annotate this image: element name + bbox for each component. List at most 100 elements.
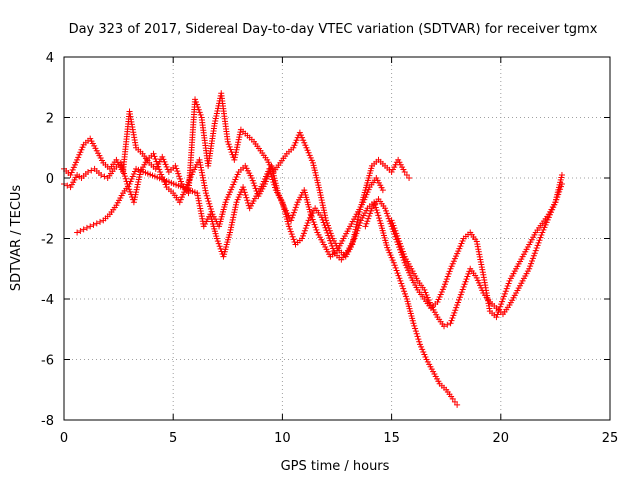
data-point-interp <box>236 134 243 141</box>
data-point-interp <box>388 254 395 261</box>
data-point-interp <box>228 186 235 193</box>
data-point-interp <box>424 294 431 301</box>
data-point-interp <box>392 227 399 234</box>
data-point-interp <box>391 225 398 232</box>
data-point-interp <box>368 207 375 214</box>
data-point-interp <box>384 213 391 220</box>
data-point <box>325 232 332 239</box>
y-tick-label: -4 <box>41 293 54 308</box>
data-point-interp <box>420 348 427 355</box>
data-point-interp <box>77 227 84 234</box>
data-point-interp <box>455 248 462 255</box>
data-point-interp <box>445 270 452 277</box>
data-point-interp <box>236 131 243 138</box>
data-point-interp <box>443 276 450 283</box>
data-point-interp <box>499 298 506 305</box>
data-point-interp <box>402 290 409 297</box>
data-point <box>194 190 201 197</box>
data-point-interp <box>205 198 212 205</box>
data-point-interp <box>199 174 206 181</box>
data-point-interp <box>227 146 234 153</box>
y-tick-label: -6 <box>41 354 54 369</box>
data-point-interp <box>206 200 213 207</box>
data-point-interp <box>312 224 319 231</box>
data-point-interp <box>546 211 553 218</box>
data-point-interp <box>305 149 312 156</box>
data-point-interp <box>250 180 257 187</box>
data-point-interp <box>127 188 134 195</box>
data-point <box>416 341 423 348</box>
data-point <box>526 265 533 272</box>
data-point-interp <box>235 136 242 143</box>
data-point <box>226 229 233 236</box>
data-point-interp <box>308 157 315 164</box>
data-point-interp <box>328 240 335 247</box>
data-point-interp <box>231 179 238 186</box>
data-point-interp <box>212 115 219 122</box>
data-point <box>532 247 539 254</box>
data-point-interp <box>436 293 443 300</box>
data-point-interp <box>79 144 86 151</box>
data-point-interp <box>400 285 407 292</box>
data-point-interp <box>289 214 296 221</box>
data-point-interp <box>449 260 456 267</box>
data-point-interp <box>412 328 419 335</box>
data-point-interp <box>389 257 396 264</box>
data-point-interp <box>327 237 334 244</box>
data-point-interp <box>235 139 242 146</box>
data-point-interp <box>404 267 411 274</box>
data-point <box>397 277 404 284</box>
data-point-interp <box>541 224 548 231</box>
data-point-interp <box>399 248 406 255</box>
data-point-interp <box>448 263 455 270</box>
data-point <box>213 235 220 242</box>
data-point-interp <box>403 264 410 271</box>
data-point-interp <box>243 194 250 201</box>
data-point-interp <box>90 221 97 228</box>
data-point-interp <box>195 106 202 113</box>
data-point-interp <box>291 206 298 213</box>
data-point <box>454 401 461 408</box>
data-point-interp <box>413 330 420 337</box>
data-point-interp <box>135 179 142 186</box>
data-point-interp <box>367 210 374 217</box>
data-point-interp <box>450 258 457 265</box>
data-point-interp <box>504 283 511 290</box>
data-point-interp <box>542 221 549 228</box>
data-point-interp <box>186 176 193 183</box>
data-point-interp <box>199 172 206 179</box>
data-point-interp <box>133 186 140 193</box>
data-point <box>360 199 367 206</box>
data-point-interp <box>324 229 331 236</box>
data-point-interp <box>224 194 231 201</box>
data-point-interp <box>207 203 214 210</box>
data-point <box>172 162 179 169</box>
data-point-interp <box>529 255 536 262</box>
data-point-interp <box>229 216 236 223</box>
data-point-interp <box>267 168 274 175</box>
data-point <box>434 299 441 306</box>
data-point-interp <box>151 153 158 160</box>
data-point-interp <box>160 156 167 163</box>
data-point-interp <box>198 213 205 220</box>
data-point-interp <box>534 242 541 249</box>
data-point-interp <box>451 398 458 405</box>
data-point-interp <box>376 215 383 222</box>
data-point-interp <box>414 333 421 340</box>
data-point-interp <box>478 261 485 268</box>
data-point-interp <box>237 129 244 136</box>
data-point-interp <box>317 192 324 199</box>
data-point-interp <box>197 205 204 212</box>
data-point-interp <box>353 230 360 237</box>
data-point-interp <box>234 144 241 151</box>
data-point-interp <box>178 178 184 185</box>
data-point-interp <box>354 227 361 234</box>
data-point <box>202 190 209 197</box>
data-point-interp <box>231 206 238 213</box>
data-point-interp <box>130 170 137 177</box>
data-point <box>441 283 448 290</box>
data-point-interp <box>197 164 204 171</box>
data-point-interp <box>465 270 472 277</box>
data-point-interp <box>208 208 215 215</box>
